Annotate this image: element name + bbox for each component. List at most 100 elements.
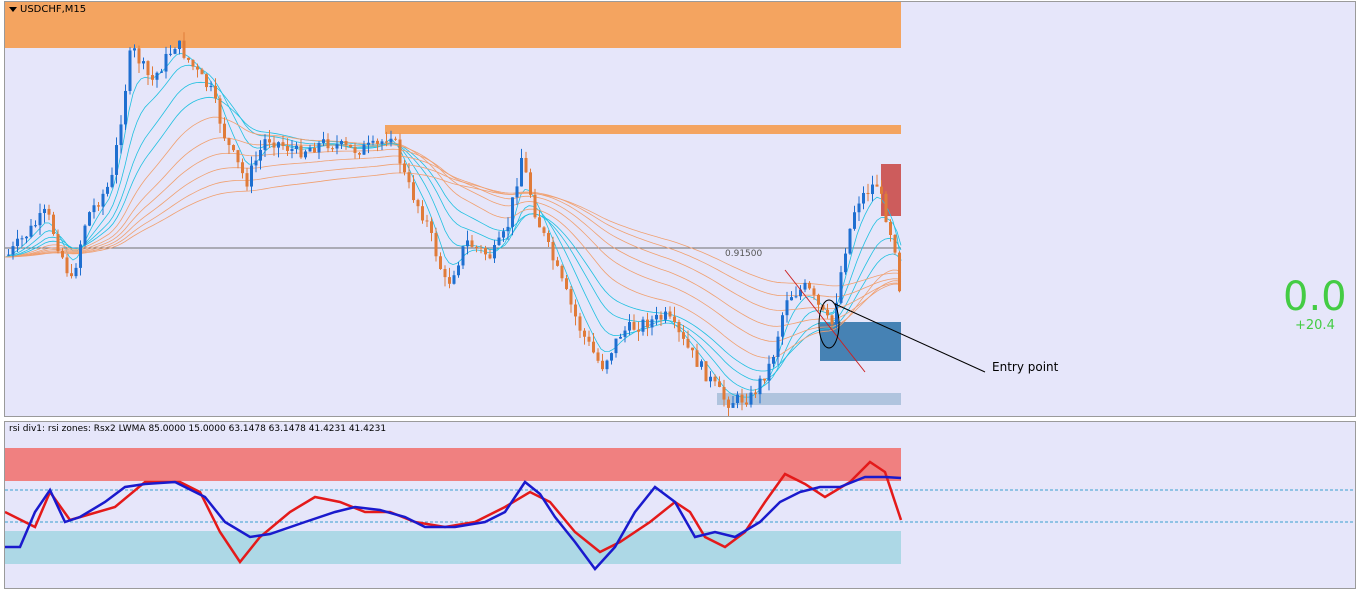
candle-body <box>772 356 775 364</box>
candle-body <box>731 403 735 408</box>
entry-pointer-line <box>834 303 986 373</box>
candle-body <box>20 238 24 240</box>
candle-body <box>556 260 559 266</box>
ma-line <box>5 116 902 359</box>
candle-body <box>448 277 451 284</box>
indicator-canvas[interactable] <box>5 422 1356 589</box>
candle-body <box>83 225 87 245</box>
candle-body <box>47 208 51 215</box>
candle-body <box>632 322 636 330</box>
candle-body <box>290 148 294 152</box>
candle-body <box>700 361 703 367</box>
candle-body <box>848 228 852 254</box>
candle-body <box>29 225 33 237</box>
rsi-red-line <box>5 460 903 565</box>
candle-body <box>403 163 406 173</box>
rsi-overbought-zone <box>5 448 901 481</box>
candle-body <box>511 197 514 227</box>
candle-body <box>691 347 694 351</box>
candle-body <box>187 57 190 60</box>
candle-body <box>560 265 564 279</box>
candle-body <box>52 214 55 235</box>
candle-body <box>817 294 820 305</box>
candle-body <box>484 248 487 255</box>
supply-zone-middle <box>385 125 901 134</box>
rsi-blue-line <box>5 475 902 571</box>
candle-body <box>884 193 888 223</box>
candle-body <box>146 61 150 76</box>
candle-body <box>479 247 483 249</box>
candle-body <box>776 336 780 357</box>
candle-body <box>686 338 690 348</box>
candle-body <box>250 165 253 187</box>
candle-body <box>682 332 685 339</box>
candle-body <box>475 246 478 248</box>
candle-body <box>317 142 321 153</box>
candle-body <box>79 244 82 268</box>
candle-body <box>758 378 762 395</box>
candle-body <box>133 48 136 51</box>
candle-body <box>763 378 766 381</box>
candle-body <box>704 361 708 382</box>
candle-body <box>457 265 460 276</box>
candle-body <box>124 90 127 125</box>
candle-body <box>835 302 838 325</box>
demand-zone-blue <box>820 322 901 361</box>
candle-body <box>866 192 870 195</box>
candle-body <box>668 311 672 317</box>
candle-body <box>362 144 366 155</box>
candle-body <box>128 50 132 91</box>
candle-body <box>335 144 339 149</box>
candle-body <box>709 376 712 382</box>
candle-body <box>502 231 505 238</box>
candle-body <box>799 289 802 297</box>
candle-body <box>200 69 204 75</box>
candle-body <box>286 146 289 152</box>
price-chart-pane[interactable]: USDCHF,M15 0.91500 Entry point 0.0 +20.4 <box>4 1 1356 417</box>
candle-body <box>74 267 78 277</box>
candle-body <box>596 352 600 361</box>
candle-body <box>38 213 42 226</box>
indicator-pane[interactable]: rsi div1: rsi zones: Rsx2 LWMA 85.0000 1… <box>4 421 1356 589</box>
trend-line <box>784 269 866 373</box>
big-value-readout: 0.0 <box>1283 274 1347 320</box>
candle-body <box>587 336 591 342</box>
candle-body <box>353 147 357 153</box>
symbol-label[interactable]: USDCHF,M15 <box>9 4 86 15</box>
candle-body <box>151 75 154 80</box>
candle-body <box>875 184 879 187</box>
candle-body <box>583 330 586 337</box>
candle-body <box>493 245 496 259</box>
candle-body <box>722 386 726 400</box>
candle-body <box>7 254 10 256</box>
candle-body <box>119 124 123 146</box>
candle-body <box>862 192 865 204</box>
candle-body <box>695 350 699 367</box>
candle-body <box>389 138 393 143</box>
candle-body <box>254 160 258 166</box>
candle-body <box>520 157 523 187</box>
ma-line <box>5 64 902 391</box>
candle-body <box>268 139 271 143</box>
candle-body <box>245 173 249 187</box>
moving-average-ribbon <box>5 53 902 398</box>
candle-body <box>367 142 370 145</box>
sub-value-readout: +20.4 <box>1295 318 1335 333</box>
candle-body <box>398 139 402 164</box>
candle-body <box>232 145 235 151</box>
price-chart-canvas[interactable] <box>5 2 1356 417</box>
candle-body <box>853 212 856 229</box>
candle-body <box>214 85 217 99</box>
candle-body <box>142 61 145 64</box>
candle-body <box>191 59 195 67</box>
candle-body <box>421 206 424 221</box>
candle-body <box>488 254 492 259</box>
candle-body <box>164 53 168 72</box>
ma-line <box>5 155 902 311</box>
candle-body <box>614 338 618 354</box>
dropdown-triangle-icon[interactable] <box>9 7 17 12</box>
candle-body <box>241 162 244 174</box>
candle-body <box>412 182 415 201</box>
candle-body <box>308 147 312 152</box>
candle-body <box>34 225 37 227</box>
